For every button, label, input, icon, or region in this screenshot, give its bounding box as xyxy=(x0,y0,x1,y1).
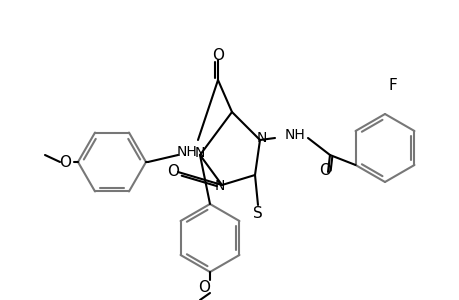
Text: O: O xyxy=(212,47,224,62)
Text: F: F xyxy=(388,77,397,92)
Text: O: O xyxy=(59,154,71,169)
Text: NH: NH xyxy=(176,145,197,159)
Text: NH: NH xyxy=(284,128,305,142)
Text: N: N xyxy=(214,179,225,193)
Text: N: N xyxy=(195,146,205,160)
Text: O: O xyxy=(197,280,210,296)
Text: O: O xyxy=(167,164,179,179)
Text: O: O xyxy=(318,163,330,178)
Text: N: N xyxy=(256,131,267,145)
Text: S: S xyxy=(252,206,262,220)
